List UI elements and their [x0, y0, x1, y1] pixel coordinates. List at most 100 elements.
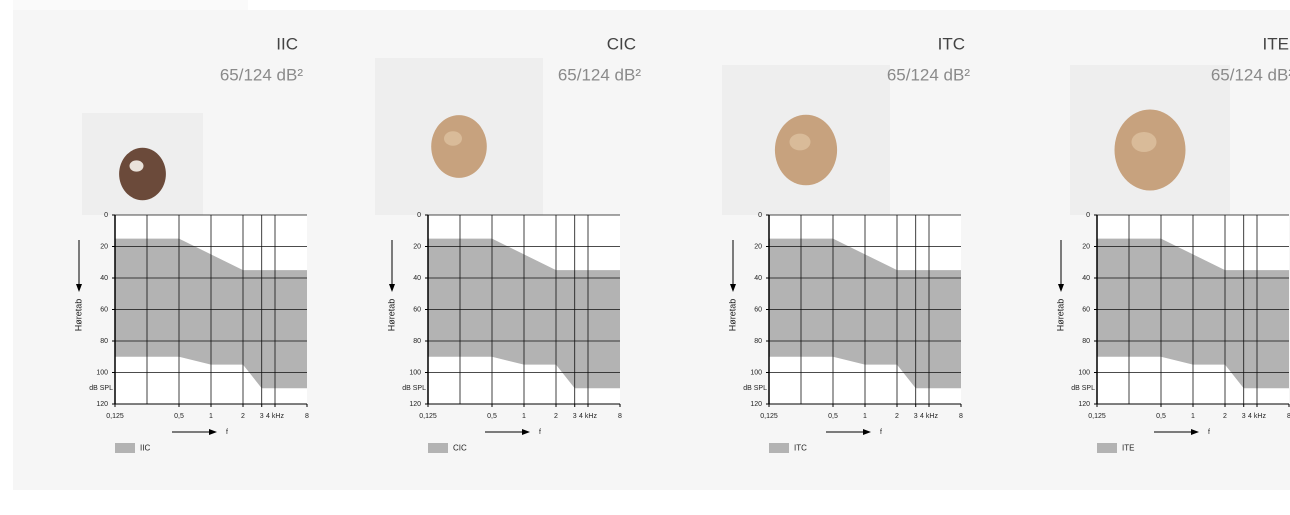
- legend-label: ITE: [1122, 444, 1134, 453]
- x-tick-label: 8: [1287, 413, 1290, 420]
- product-highlight: [1131, 132, 1157, 152]
- y-tick-label: 120: [750, 401, 762, 408]
- x-tick-label: 0,5: [828, 413, 838, 420]
- y-tick-label: 120: [1078, 401, 1090, 408]
- y-tick-label: 0: [104, 212, 108, 219]
- y-unit: dB SPL: [1071, 385, 1095, 392]
- y-tick-label: 100: [1078, 369, 1090, 376]
- chart-title: ITE: [1263, 34, 1289, 53]
- y-tick-label: 100: [750, 369, 762, 376]
- legend-swatch: [428, 443, 448, 453]
- x-tick-label: 0,125: [419, 413, 437, 420]
- y-tick-label: 0: [1086, 212, 1090, 219]
- y-axis-label: Høretab: [73, 299, 83, 332]
- y-axis-label: Høretab: [386, 299, 396, 332]
- x-tick-label: 0,125: [760, 413, 778, 420]
- x-tick-label: 1: [209, 413, 213, 420]
- chart: ITE 65/124 dB² ITE 0 20 40 60 80 100 120 0,125 0,5 1…: [1055, 34, 1290, 453]
- x-tick-label: 8: [959, 413, 963, 420]
- chart-subtitle: 65/124 dB²: [887, 65, 971, 84]
- x-tick-label: 3: [260, 413, 264, 420]
- y-tick-label: 40: [1082, 275, 1090, 282]
- product-highlight: [444, 131, 462, 146]
- y-arrow-head: [76, 284, 82, 292]
- y-tick-label: 60: [100, 306, 108, 313]
- y-tick-label: 40: [100, 275, 108, 282]
- y-axis-label: Høretab: [1055, 299, 1065, 332]
- chart-subtitle: 65/124 dB²: [220, 65, 304, 84]
- y-tick-label: 100: [96, 369, 108, 376]
- x-tick-label: 1: [522, 413, 526, 420]
- chart: ITC 65/124 dB² ITC 0 20 40 60 80 100 120 0,125 0,5 1…: [722, 34, 970, 453]
- legend-swatch: [1097, 443, 1117, 453]
- y-tick-label: 20: [754, 243, 762, 250]
- chart-title: ITC: [938, 34, 965, 53]
- y-unit: dB SPL: [89, 385, 113, 392]
- y-tick-label: 80: [1082, 338, 1090, 345]
- chart-title: CIC: [607, 34, 636, 53]
- x-tick-label: 3: [914, 413, 918, 420]
- y-tick-label: 40: [754, 275, 762, 282]
- y-tick-label: 80: [100, 338, 108, 345]
- x-tick-label: 3: [1242, 413, 1246, 420]
- legend-label: IIC: [140, 444, 150, 453]
- x-tick-label: 4 kHz: [579, 413, 597, 420]
- x-tick-label: 2: [1223, 413, 1227, 420]
- y-tick-label: 120: [96, 401, 108, 408]
- y-tick-label: 20: [100, 243, 108, 250]
- x-arrow-head: [209, 429, 217, 435]
- x-tick-label: 4 kHz: [920, 413, 938, 420]
- y-tick-label: 20: [1082, 243, 1090, 250]
- y-tick-label: 60: [413, 306, 421, 313]
- y-tick-label: 80: [754, 338, 762, 345]
- x-tick-label: 3: [573, 413, 577, 420]
- product-highlight: [129, 160, 144, 172]
- x-tick-label: 2: [554, 413, 558, 420]
- chart-title: IIC: [276, 34, 298, 53]
- y-tick-label: 100: [409, 369, 421, 376]
- chart: IIC 65/124 dB² IIC 0 20 40 60 80 100 120 0,125 0,5 1…: [73, 34, 309, 453]
- x-arrow-head: [522, 429, 530, 435]
- x-tick-label: 2: [895, 413, 899, 420]
- x-tick-label: 4 kHz: [1248, 413, 1266, 420]
- x-tick-label: 0,125: [1088, 413, 1106, 420]
- x-tick-label: 0,5: [174, 413, 184, 420]
- y-arrow-head: [389, 284, 395, 292]
- x-tick-label: 0,5: [1156, 413, 1166, 420]
- x-tick-label: 0,5: [487, 413, 497, 420]
- y-tick-label: 0: [758, 212, 762, 219]
- legend-label: ITC: [794, 444, 807, 453]
- x-tick-label: 2: [241, 413, 245, 420]
- product-highlight: [789, 133, 811, 151]
- product-shape: [431, 115, 487, 178]
- y-tick-label: 0: [417, 212, 421, 219]
- x-axis-label: f: [539, 429, 541, 436]
- tab: [13, 0, 248, 10]
- legend-swatch: [115, 443, 135, 453]
- x-tick-label: 1: [1191, 413, 1195, 420]
- product-shape: [774, 114, 838, 186]
- x-axis-label: f: [226, 429, 228, 436]
- y-tick-label: 60: [754, 306, 762, 313]
- y-unit: dB SPL: [402, 385, 426, 392]
- legend-swatch: [769, 443, 789, 453]
- y-tick-label: 20: [413, 243, 421, 250]
- x-tick-label: 1: [863, 413, 867, 420]
- chart: CIC 65/124 dB² CIC 0 20 40 60 80 100 120 0,125 0,5 1…: [375, 34, 641, 453]
- x-axis-label: f: [1208, 429, 1210, 436]
- y-tick-label: 80: [413, 338, 421, 345]
- x-tick-label: 8: [305, 413, 309, 420]
- x-tick-label: 4 kHz: [266, 413, 284, 420]
- y-axis-label: Høretab: [727, 299, 737, 332]
- chart-subtitle: 65/124 dB²: [558, 65, 642, 84]
- chart-subtitle: 65/124 dB²: [1211, 65, 1290, 84]
- y-arrow-head: [1058, 284, 1064, 292]
- x-axis-label: f: [880, 429, 882, 436]
- product-shape: [119, 147, 166, 201]
- y-unit: dB SPL: [743, 385, 767, 392]
- legend-label: CIC: [453, 444, 467, 453]
- x-arrow-head: [1191, 429, 1199, 435]
- y-tick-label: 60: [1082, 306, 1090, 313]
